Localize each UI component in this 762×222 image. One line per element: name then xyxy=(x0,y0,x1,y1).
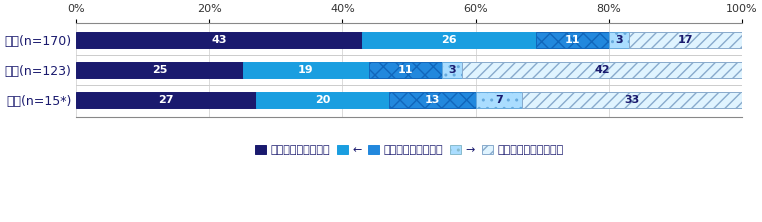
Legend: 事件が関係している, ←, どちらともいえない, →, 事件と全く関係がない: 事件が関係している, ←, どちらともいえない, →, 事件と全く関係がない xyxy=(250,141,568,160)
Text: 7: 7 xyxy=(495,95,503,105)
Text: 13: 13 xyxy=(424,95,440,105)
Text: 17: 17 xyxy=(677,35,693,45)
Bar xyxy=(475,92,522,108)
Bar xyxy=(369,62,443,78)
Bar xyxy=(256,92,389,108)
Text: 42: 42 xyxy=(594,65,610,75)
Text: 20: 20 xyxy=(315,95,330,105)
Text: 11: 11 xyxy=(398,65,414,75)
Bar xyxy=(76,32,363,48)
Text: 33: 33 xyxy=(625,95,640,105)
Text: 27: 27 xyxy=(158,95,174,105)
Text: 25: 25 xyxy=(152,65,167,75)
Bar xyxy=(76,92,256,108)
Text: 26: 26 xyxy=(441,35,457,45)
Bar xyxy=(443,62,463,78)
Text: 43: 43 xyxy=(212,35,227,45)
Bar xyxy=(522,92,742,108)
Bar xyxy=(629,32,742,48)
Bar xyxy=(242,62,369,78)
Bar xyxy=(76,62,242,78)
Bar xyxy=(609,32,629,48)
Text: 11: 11 xyxy=(565,35,580,45)
Text: 19: 19 xyxy=(298,65,314,75)
Bar xyxy=(536,32,609,48)
Text: 3: 3 xyxy=(615,35,623,45)
Bar xyxy=(363,32,536,48)
Bar xyxy=(463,62,742,78)
Bar xyxy=(389,92,475,108)
Text: 3: 3 xyxy=(449,65,456,75)
